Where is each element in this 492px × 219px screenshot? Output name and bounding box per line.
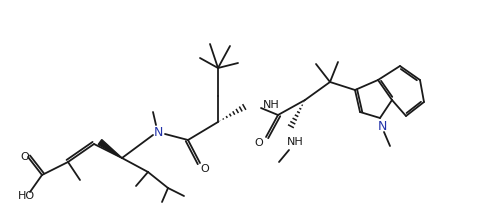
Text: NH: NH bbox=[287, 137, 304, 147]
Text: N: N bbox=[377, 120, 387, 132]
Text: NH: NH bbox=[263, 100, 280, 110]
Text: O: O bbox=[255, 138, 263, 148]
Text: O: O bbox=[201, 164, 210, 174]
Polygon shape bbox=[98, 140, 122, 158]
Text: HO: HO bbox=[18, 191, 35, 201]
Text: N: N bbox=[154, 125, 163, 138]
Text: O: O bbox=[21, 152, 30, 162]
